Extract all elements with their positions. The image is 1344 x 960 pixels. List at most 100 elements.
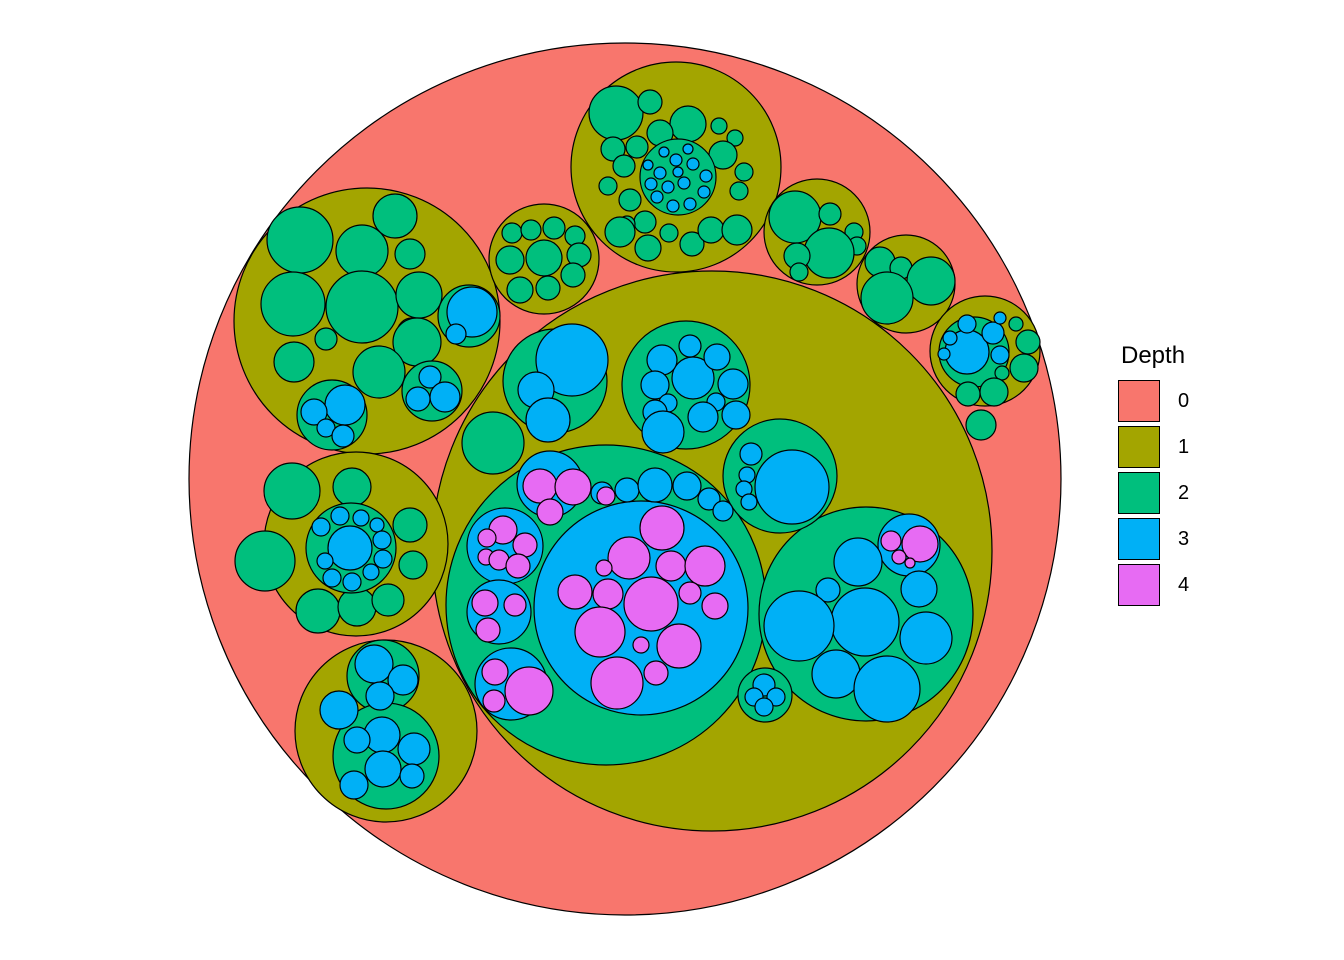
circle-depth-3-37	[811, 649, 861, 699]
circle-depth-3-63	[316, 552, 334, 570]
circle-depth-3-90	[981, 321, 1005, 345]
circle-depth-3-16	[678, 334, 702, 358]
legend-entry-1: 1	[1118, 424, 1189, 470]
circle-depth-2-26	[337, 587, 377, 627]
circle-depth-3-85	[672, 166, 684, 178]
circle-depth-2-75	[906, 256, 956, 306]
legend-label-4: 4	[1178, 573, 1190, 596]
circle-depth-3-30	[740, 493, 758, 511]
circle-depth-2-12	[325, 270, 399, 344]
circle-depth-3-10	[712, 500, 734, 522]
legend-key-3	[1118, 518, 1160, 560]
circle-depth-2-47	[633, 210, 657, 234]
circle-depth-3-49	[331, 424, 355, 448]
circle-depth-3-70	[397, 732, 431, 766]
circle-depth-2-65	[495, 245, 525, 275]
circle-depth-4-14	[504, 666, 554, 716]
circle-depth-3-33	[815, 577, 841, 603]
circle-depth-3-34	[830, 587, 900, 657]
circle-depth-3-8	[672, 471, 702, 501]
circle-depth-3-79	[683, 197, 697, 211]
circle-depth-3-66	[365, 681, 395, 711]
circle-depth-3-67	[319, 690, 359, 730]
circle-depth-2-39	[710, 117, 728, 135]
circle-depth-2-46	[618, 188, 642, 212]
circle-depth-3-78	[697, 185, 711, 199]
circle-depth-3-56	[352, 509, 370, 527]
circle-depth-4-5	[512, 532, 538, 558]
circle-depth-3-65	[387, 664, 419, 696]
circle-depth-4-9	[505, 553, 531, 579]
circle-depth-3-19	[717, 368, 749, 400]
circle-depth-2-63	[535, 275, 561, 301]
circle-depth-2-80	[1009, 353, 1039, 383]
circle-depth-2-22	[263, 462, 321, 520]
circle-depth-3-64	[354, 644, 394, 684]
circle-depth-3-18	[640, 370, 670, 400]
circle-depth-3-69	[343, 726, 371, 754]
circle-depth-2-62	[560, 262, 586, 288]
circle-depth-2-64	[506, 276, 534, 304]
circle-depth-4-12	[475, 617, 501, 643]
circle-depth-4-31	[901, 525, 939, 563]
legend-entries: 0 1 2 3 4	[1118, 378, 1189, 608]
circle-depth-2-67	[818, 202, 842, 226]
circle-depth-4-2	[536, 498, 564, 526]
circle-depth-2-76	[860, 271, 914, 325]
circle-depth-2-29	[398, 550, 428, 580]
circle-depth-2-56	[525, 239, 563, 277]
circle-depth-2-49	[604, 216, 636, 248]
circle-depth-3-7	[637, 467, 673, 503]
circle-depth-3-54	[311, 517, 331, 537]
legend-entry-4: 4	[1118, 562, 1189, 608]
circle-depth-3-43	[754, 697, 774, 717]
legend-entry-0: 0	[1118, 378, 1189, 424]
legend-key-2	[1118, 472, 1160, 514]
circle-depth-2-53	[697, 216, 725, 244]
circle-depth-2-18	[352, 345, 406, 399]
circle-depth-2-84	[965, 409, 997, 441]
circle-depth-4-25	[701, 592, 729, 620]
circle-depth-3-80	[666, 199, 680, 213]
circle-depth-3-81	[650, 190, 664, 204]
circle-depth-3-17	[703, 343, 731, 371]
circle-depth-2-42	[734, 162, 754, 182]
circle-depth-2-37	[600, 136, 626, 162]
circle-depth-4-16	[639, 505, 685, 551]
circle-depth-2-70	[803, 227, 855, 279]
circle-depth-4-10	[471, 589, 499, 617]
circle-depth-2-17	[314, 327, 338, 351]
circle-depth-4-29	[643, 660, 669, 686]
packed-circles	[188, 42, 1062, 916]
circle-depth-3-76	[686, 157, 700, 171]
circle-depth-4-21	[557, 574, 593, 610]
legend-key-4	[1118, 564, 1160, 606]
circle-depth-2-54	[721, 214, 753, 246]
legend-label-1: 1	[1178, 435, 1190, 458]
circle-depth-4-13	[481, 658, 509, 686]
circle-depth-3-6	[614, 477, 640, 503]
circle-depth-3-59	[373, 549, 393, 569]
circle-depth-3-92	[957, 314, 977, 334]
circle-depth-4-15	[482, 689, 506, 713]
circle-depth-3-11	[535, 323, 609, 397]
circle-depth-2-23	[332, 467, 372, 507]
circle-depth-3-53	[327, 525, 373, 571]
circle-depth-2-28	[392, 507, 428, 543]
circle-depth-2-40	[726, 129, 744, 147]
circle-depth-2-78	[1008, 316, 1024, 332]
circle-depth-2-82	[979, 377, 1009, 407]
circle-depth-2-13	[395, 271, 443, 319]
circle-depth-2-43	[729, 181, 749, 201]
circle-depth-3-86	[682, 143, 694, 155]
circle-depth-3-91	[990, 345, 1010, 365]
circle-depth-3-95	[993, 311, 1007, 325]
circle-depth-2-44	[598, 176, 618, 196]
depth-legend: Depth 0 1 2 3 4	[1118, 342, 1189, 608]
circle-depth-3-58	[372, 530, 392, 550]
circle-depth-4-27	[632, 636, 650, 654]
circle-depth-2-35	[669, 105, 707, 143]
legend-key-0	[1118, 380, 1160, 422]
circle-depth-2-11	[260, 271, 326, 337]
circle-depth-3-38	[853, 655, 921, 723]
